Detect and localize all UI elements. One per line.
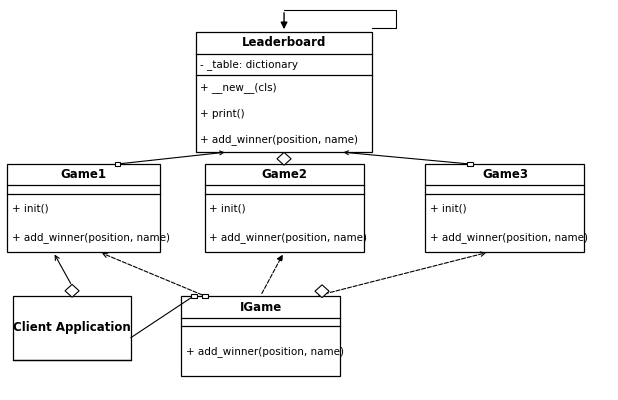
Bar [191, 294, 197, 298]
Bar [7, 164, 161, 252]
Polygon shape [315, 285, 329, 298]
Text: IGame: IGame [239, 301, 282, 314]
Bar [114, 162, 121, 166]
Bar [467, 162, 473, 166]
Bar [205, 164, 363, 252]
Text: + add_winner(position, name): + add_winner(position, name) [12, 232, 170, 243]
Polygon shape [65, 284, 79, 297]
Text: + __new__(cls): + __new__(cls) [200, 82, 277, 94]
Text: + add_winner(position, name): + add_winner(position, name) [200, 134, 358, 145]
Bar [425, 164, 585, 252]
Text: Game1: Game1 [61, 168, 107, 181]
Text: + init(): + init() [12, 204, 49, 214]
Text: Client Application: Client Application [13, 322, 131, 334]
Text: + add_winner(position, name): + add_winner(position, name) [210, 232, 367, 243]
Text: Game2: Game2 [261, 168, 307, 181]
Text: + print(): + print() [200, 109, 245, 119]
Text: - _table: dictionary: - _table: dictionary [200, 59, 298, 70]
Bar [13, 296, 131, 360]
Text: + init(): + init() [430, 204, 467, 214]
Text: + init(): + init() [210, 204, 246, 214]
Text: Game3: Game3 [482, 168, 528, 181]
Text: Leaderboard: Leaderboard [242, 36, 326, 49]
Polygon shape [277, 152, 291, 165]
Text: + add_winner(position, name): + add_winner(position, name) [430, 232, 588, 243]
Bar [202, 294, 208, 298]
Text: + add_winner(position, name): + add_winner(position, name) [186, 346, 344, 357]
Bar [196, 32, 373, 152]
Bar [181, 296, 340, 376]
